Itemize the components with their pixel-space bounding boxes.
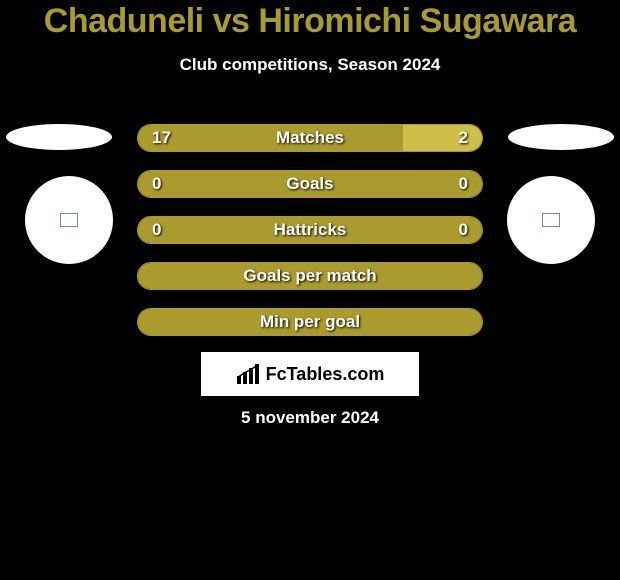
stat-label: Matches [138,125,482,150]
stat-value-right: 0 [459,217,468,242]
stat-value-left: 17 [152,125,171,150]
stat-row: Hattricks0 0 [137,216,483,244]
page-title: Chaduneli vs Hiromichi Sugawara [0,0,620,41]
stat-label: Hattricks [138,217,482,242]
page-subtitle: Club competitions, Season 2024 [0,55,620,75]
footer-date: 5 november 2024 [0,408,620,428]
stats-container: Matches172Goals00Hattricks00Goals per ma… [137,124,483,354]
chart-bars-icon [236,364,262,384]
stat-value-right: 0 [459,171,468,196]
stat-value-left: 0 [152,217,161,242]
branding-text: FcTables.com [266,364,385,385]
stat-value-right: 2 [459,125,468,150]
flag-icon [60,213,78,227]
player-right-name-ellipse [508,124,614,150]
stat-row: Goals per match [137,262,483,290]
stat-row: Min per goal [137,308,483,336]
stat-row: Goals0 0 [137,170,483,198]
player-left-avatar [25,176,113,264]
stat-row: Matches17 2 [137,124,483,152]
branding-box: FcTables.com [201,352,419,396]
stat-label: Min per goal [138,309,482,334]
flag-icon [542,213,560,227]
stat-value-left: 0 [152,171,161,196]
stat-label: Goals [138,171,482,196]
player-left-name-ellipse [6,124,112,150]
player-right-avatar [507,176,595,264]
stat-label: Goals per match [138,263,482,288]
